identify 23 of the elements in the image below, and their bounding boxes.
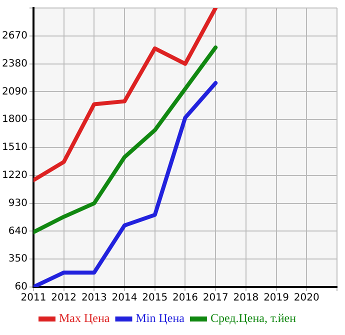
legend-label: Сред.Цена, т.йен [210, 311, 297, 326]
x-tick-label: 2013 [81, 292, 107, 304]
legend-label: Min Цена [136, 311, 186, 326]
x-tick-label: 2020 [294, 292, 320, 304]
x-tick-label: 2012 [51, 292, 77, 304]
x-tick-label: 2014 [112, 292, 138, 304]
y-tick-label: 60 [14, 282, 28, 293]
y-tick-label: 2670 [2, 30, 28, 42]
x-tick-label: 2011 [20, 292, 46, 304]
y-tick-label: 930 [8, 198, 28, 209]
legend-label: Max Цена [58, 311, 110, 326]
y-tick-label: 1510 [2, 142, 28, 154]
x-tick-label: 2017 [202, 292, 228, 304]
y-tick-label: 2090 [2, 86, 28, 98]
y-tick-label: 1220 [2, 170, 28, 181]
x-tick-label: 2018 [233, 292, 259, 304]
y-tick-label: 2380 [2, 58, 28, 70]
y-tick-label: 350 [8, 254, 28, 265]
y-tick-label: 640 [8, 226, 28, 237]
y-tick-label: 1800 [2, 114, 28, 126]
x-tick-label: 2019 [264, 292, 290, 304]
x-tick-label: 2016 [172, 292, 198, 304]
x-tick-label: 2015 [142, 292, 168, 304]
